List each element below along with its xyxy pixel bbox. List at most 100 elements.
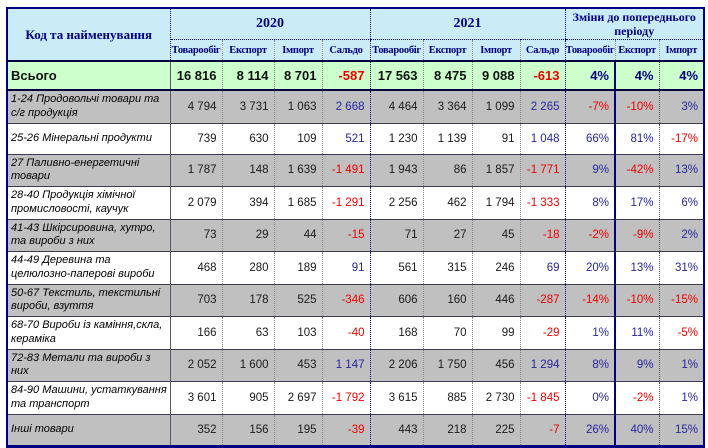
cell[interactable]: 44 xyxy=(273,219,322,252)
cell[interactable]: 1 943 xyxy=(369,154,423,187)
cell[interactable]: 218 xyxy=(422,414,472,446)
cell[interactable]: 394 xyxy=(221,186,274,219)
cell[interactable]: 1 794 xyxy=(471,186,520,219)
cell[interactable]: -15 xyxy=(321,219,370,252)
cell[interactable]: 1% xyxy=(564,316,615,349)
cell[interactable]: 739 xyxy=(169,123,222,154)
cell[interactable]: 280 xyxy=(221,251,274,284)
row-label[interactable]: 28-40 Продукція хімічної промисловості, … xyxy=(11,189,135,215)
cell[interactable]: 225 xyxy=(471,414,520,446)
cell[interactable]: 166 xyxy=(169,316,222,349)
cell[interactable]: 3 731 xyxy=(221,90,274,123)
cell[interactable]: 1 099 xyxy=(471,90,520,123)
cell[interactable]: 525 xyxy=(273,284,322,317)
cell[interactable]: -1 333 xyxy=(519,186,565,219)
cell[interactable]: -40 xyxy=(321,316,370,349)
totals-cell[interactable]: 4% xyxy=(564,60,615,91)
cell[interactable]: 2 206 xyxy=(369,349,423,382)
cell[interactable]: 1 639 xyxy=(273,154,322,187)
cell[interactable]: -7% xyxy=(564,90,615,123)
row-label[interactable]: 25-26 Мінеральні продукти xyxy=(11,131,152,144)
cell[interactable]: -9% xyxy=(614,219,659,252)
cell[interactable]: -42% xyxy=(614,154,659,187)
col-header-2020-turnover[interactable]: Товарообіг xyxy=(169,39,222,61)
cell[interactable]: 11% xyxy=(614,316,659,349)
cell[interactable]: 446 xyxy=(471,284,520,317)
cell[interactable]: 99 xyxy=(471,316,520,349)
cell[interactable]: -15% xyxy=(658,284,705,317)
row-label[interactable]: 44-49 Деревина та целюлозно-паперові вир… xyxy=(11,254,155,280)
col-header-2020-balance[interactable]: Сальдо xyxy=(321,39,370,61)
cell[interactable]: 63 xyxy=(221,316,274,349)
cell[interactable]: 1 147 xyxy=(321,349,370,382)
row-label[interactable]: 50-67 Текстиль, текстильні вироби, взутт… xyxy=(7,284,170,317)
cell[interactable]: 521 xyxy=(321,123,370,154)
cell[interactable]: 73 xyxy=(169,219,222,252)
cell[interactable]: -14% xyxy=(564,284,615,317)
col-header-2020-export[interactable]: Експорт xyxy=(221,39,274,61)
totals-cell[interactable]: 4% xyxy=(614,60,659,91)
totals-cell[interactable]: 4% xyxy=(658,60,705,91)
cell[interactable]: 17% xyxy=(614,186,659,219)
col-header-change-export[interactable]: Експорт xyxy=(614,39,659,61)
cell[interactable]: 2 079 xyxy=(169,186,222,219)
cell[interactable]: 468 xyxy=(169,251,222,284)
cell[interactable]: 9% xyxy=(614,349,659,382)
cell[interactable]: 86 xyxy=(422,154,472,187)
cell[interactable]: 81% xyxy=(614,123,659,154)
cell[interactable]: 71 xyxy=(369,219,423,252)
cell[interactable]: 15% xyxy=(658,414,705,446)
cell[interactable]: 2 668 xyxy=(321,90,370,123)
cell[interactable]: 109 xyxy=(273,123,322,154)
cell[interactable]: 103 xyxy=(273,316,322,349)
cell[interactable]: 148 xyxy=(221,154,274,187)
col-header-2021-import[interactable]: Імпорт xyxy=(471,39,520,61)
row-label[interactable]: 27 Паливно-енергетичні товари xyxy=(7,154,170,187)
cell[interactable]: 1 685 xyxy=(273,186,322,219)
cell[interactable]: 905 xyxy=(221,381,274,414)
cell[interactable]: 1 600 xyxy=(221,349,274,382)
cell[interactable]: -17% xyxy=(658,123,705,154)
totals-cell[interactable]: 8 701 xyxy=(273,60,322,91)
cell[interactable]: -29 xyxy=(519,316,565,349)
cell[interactable]: 2 265 xyxy=(519,90,565,123)
group-header-change[interactable]: Зміни до попереднього періоду xyxy=(564,8,705,40)
group-header-2020[interactable]: 2020 xyxy=(170,8,370,40)
row-label[interactable]: 84-90 Машини, устаткування та транспорт xyxy=(11,384,167,410)
cell[interactable]: 1 230 xyxy=(369,123,423,154)
totals-label[interactable]: Всього xyxy=(7,60,170,91)
cell[interactable]: 2 697 xyxy=(273,381,322,414)
cell[interactable]: 1 139 xyxy=(422,123,472,154)
corner-header-cell[interactable]: Код та найменування xyxy=(7,8,171,61)
cell[interactable]: 3% xyxy=(658,90,705,123)
cell[interactable]: 8% xyxy=(564,186,615,219)
totals-cell[interactable]: -613 xyxy=(519,60,565,91)
cell[interactable]: -5% xyxy=(658,316,705,349)
cell[interactable]: -10% xyxy=(614,90,659,123)
cell[interactable]: 2 730 xyxy=(471,381,520,414)
cell[interactable]: -1 491 xyxy=(321,154,370,187)
col-header-2021-balance[interactable]: Сальдо xyxy=(519,39,565,61)
cell[interactable]: 352 xyxy=(169,414,222,446)
cell[interactable]: 26% xyxy=(564,414,615,446)
col-header-change-turnover[interactable]: Товарообіг xyxy=(564,39,615,61)
cell[interactable]: 3 601 xyxy=(169,381,222,414)
cell[interactable]: 2 052 xyxy=(169,349,222,382)
totals-cell[interactable]: 8 475 xyxy=(422,60,472,91)
cell[interactable]: 2% xyxy=(658,219,705,252)
totals-cell[interactable]: 17 563 xyxy=(369,60,423,91)
cell[interactable]: 156 xyxy=(221,414,274,446)
cell[interactable]: 4 464 xyxy=(369,90,423,123)
cell[interactable]: -18 xyxy=(519,219,565,252)
col-header-2021-turnover[interactable]: Товарообіг xyxy=(369,39,423,61)
totals-cell[interactable]: 9 088 xyxy=(471,60,520,91)
cell[interactable]: 4 794 xyxy=(169,90,222,123)
row-label[interactable]: 1-24 Продовольчі товари та с/г продукція xyxy=(7,90,170,123)
totals-cell[interactable]: 8 114 xyxy=(221,60,274,91)
cell[interactable]: 1% xyxy=(658,349,705,382)
cell[interactable]: 160 xyxy=(422,284,472,317)
cell[interactable]: 606 xyxy=(369,284,423,317)
cell[interactable]: -7 xyxy=(519,414,565,446)
cell[interactable]: 462 xyxy=(422,186,472,219)
cell[interactable]: 1 857 xyxy=(471,154,520,187)
